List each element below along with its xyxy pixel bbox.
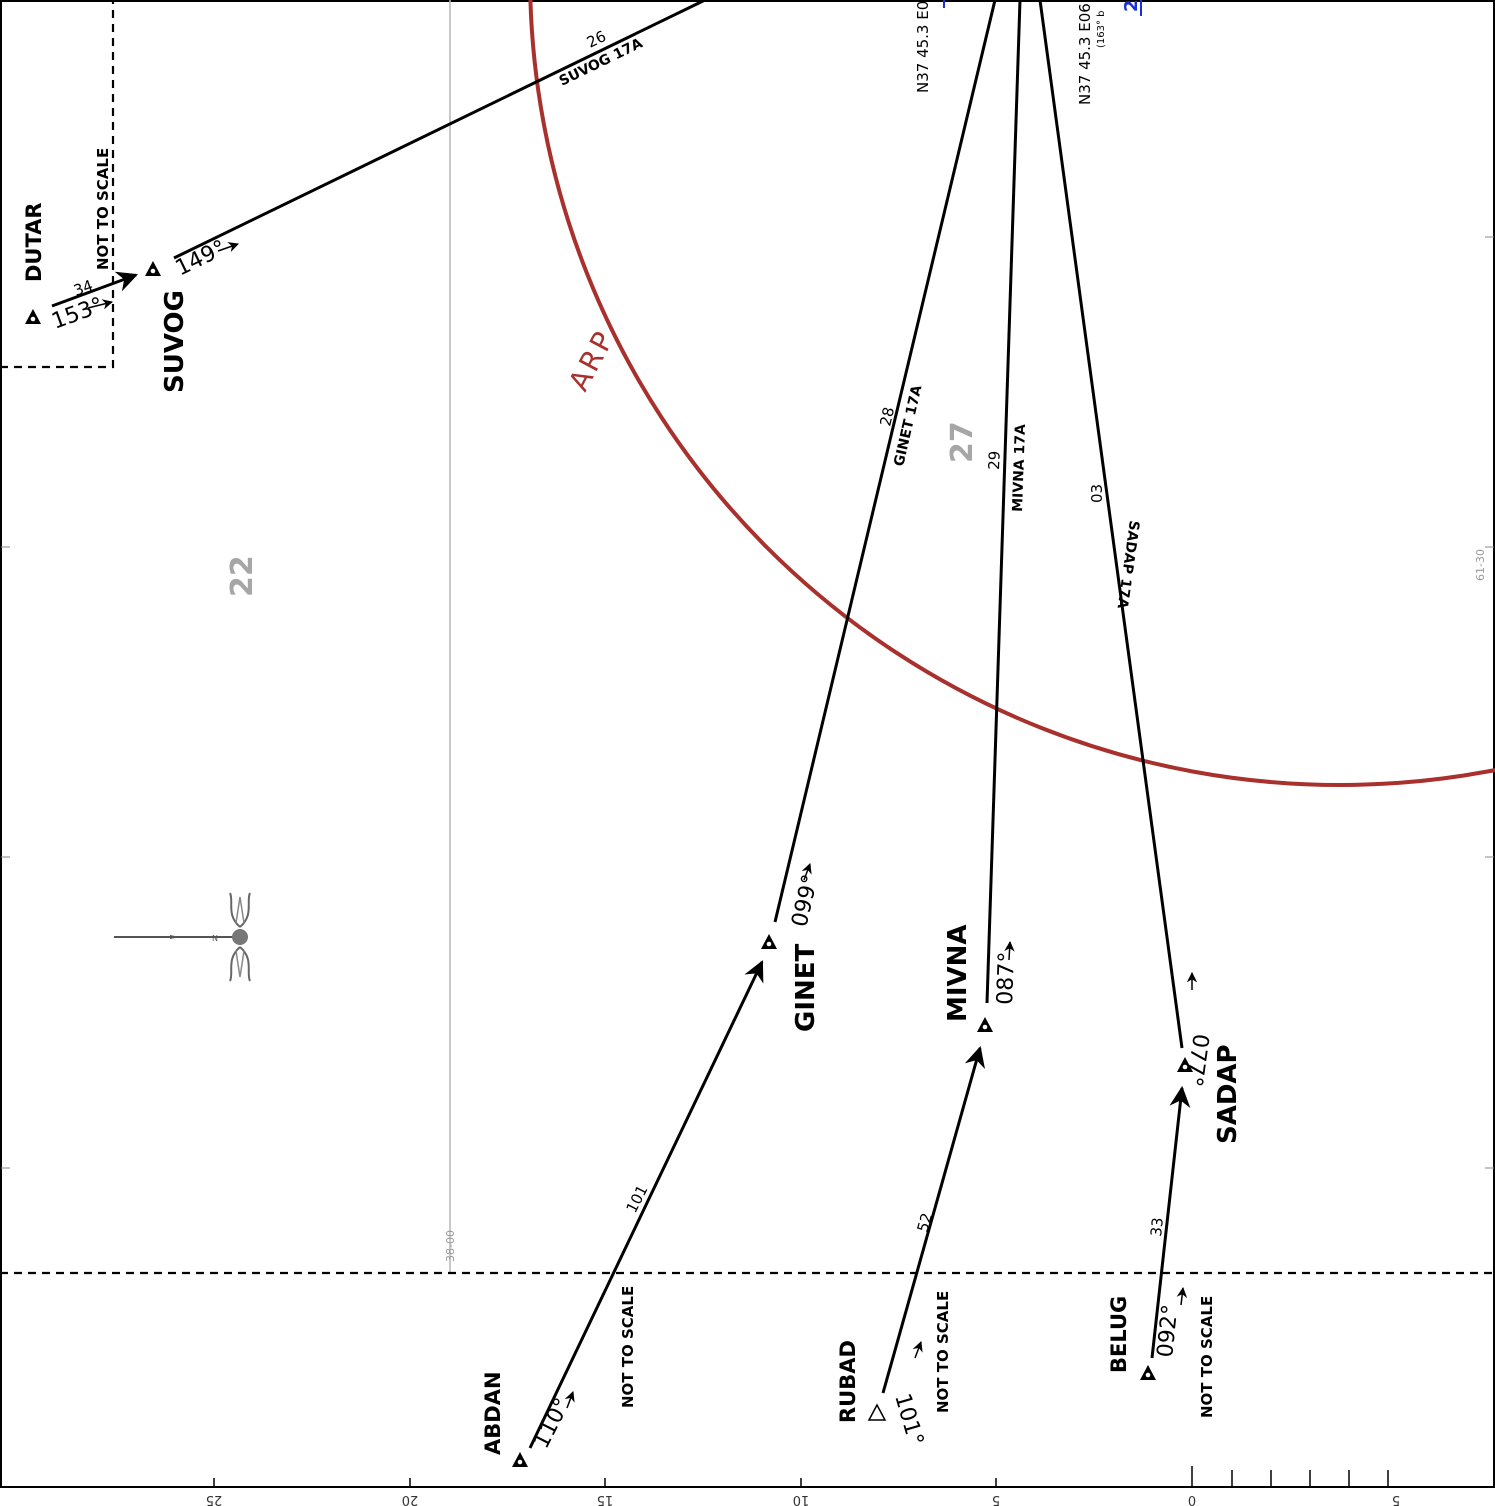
course-arrows bbox=[87, 242, 1198, 1409]
scale-tick-5b: 5 bbox=[1392, 1492, 1400, 1506]
not-to-scale-belug: NOT TO SCALE bbox=[1198, 1296, 1216, 1418]
distance-mivna-route: 29 bbox=[985, 450, 1004, 470]
distance-dutar-suvog: 34 bbox=[71, 276, 95, 299]
fix-ginet: GINET bbox=[791, 943, 821, 1032]
route-ginet bbox=[773, 0, 997, 923]
triangle-fix-icon bbox=[1177, 1057, 1193, 1072]
triangle-fix-icon bbox=[145, 261, 161, 276]
route-label-ginet: GINET 17A bbox=[891, 384, 925, 468]
fix-mivna: MIVNA bbox=[943, 924, 973, 1022]
route-mivna bbox=[985, 0, 1022, 1004]
course-sadap: 077° bbox=[1181, 1032, 1213, 1088]
route-sadap bbox=[1038, 0, 1184, 1049]
distance-scale: 25 20 15 10 5 0 5 bbox=[0, 1466, 1495, 1506]
route-abdan-ginet bbox=[528, 960, 764, 1449]
triangle-fix-icon bbox=[1140, 1365, 1156, 1380]
arp-circle bbox=[528, 0, 1495, 787]
route-label-mivna: MIVNA 17A bbox=[1010, 424, 1029, 512]
distance-abdan-ginet: 101 bbox=[623, 1182, 652, 1216]
coordinate-right-sub: (163° b bbox=[1096, 10, 1107, 48]
distance-sadap-route: 03 bbox=[1088, 484, 1106, 503]
blue-marker: 2 bbox=[1121, 0, 1142, 12]
scale-tick-5: 5 bbox=[992, 1492, 1000, 1506]
route-belug-sadap bbox=[1150, 1085, 1191, 1359]
fix-dutar: DUTAR bbox=[22, 202, 46, 282]
scale-tick-20: 20 bbox=[402, 1492, 419, 1506]
coordinate-right: N37 45.3 E06 bbox=[1076, 3, 1094, 105]
fix-symbols bbox=[25, 261, 1193, 1467]
route-dutar-suvog bbox=[51, 271, 138, 308]
fix-sadap: SADAP bbox=[1213, 1044, 1243, 1144]
course-suvog: 149° bbox=[172, 236, 231, 282]
route-lines bbox=[51, 0, 1191, 1449]
not-to-scale-abdan: NOT TO SCALE bbox=[619, 1286, 637, 1408]
fix-suvog: SUVOG bbox=[160, 290, 190, 393]
course-mivna: 087° bbox=[993, 951, 1020, 1005]
not-to-scale-rubad: NOT TO SCALE bbox=[934, 1291, 952, 1413]
scale-tick-0: 0 bbox=[1188, 1492, 1196, 1506]
msa-sector-left: 22 bbox=[225, 555, 260, 597]
svg-text:N: N bbox=[212, 934, 218, 943]
grid-label-lon: 61-30 bbox=[1474, 549, 1487, 581]
not-to-scale-top: NOT TO SCALE bbox=[94, 148, 112, 270]
fix-abdan: ABDAN bbox=[481, 1371, 505, 1455]
course-rubad: 101° bbox=[889, 1391, 928, 1449]
course-belug: 092° bbox=[1153, 1303, 1183, 1358]
fix-rubad: RUBAD bbox=[836, 1340, 860, 1423]
coordinate-left: N37 45.3 E0 bbox=[914, 1, 932, 93]
msa-sector-right: 27 bbox=[945, 421, 980, 463]
not-to-scale-box-top bbox=[0, 0, 115, 369]
triangle-fix-icon bbox=[25, 309, 41, 324]
triangle-fix-icon bbox=[977, 1017, 993, 1032]
course-ginet: 099° bbox=[787, 872, 823, 929]
distance-rubad-mivna: 52 bbox=[914, 1211, 937, 1234]
grid-label-lat: 38-00 bbox=[444, 1230, 457, 1262]
distance-belug-sadap: 33 bbox=[1147, 1217, 1167, 1238]
route-suvog bbox=[173, 0, 706, 260]
triangle-fix-icon bbox=[867, 1403, 887, 1421]
fix-belug: BELUG bbox=[1107, 1296, 1131, 1373]
triangle-fix-icon bbox=[512, 1452, 528, 1467]
compass-rose-icon: N bbox=[114, 892, 251, 982]
triangle-fix-icon bbox=[761, 934, 777, 949]
frame-ticks bbox=[1, 236, 1494, 1169]
distance-ginet-route: 28 bbox=[876, 405, 898, 428]
scale-tick-15: 15 bbox=[597, 1492, 614, 1506]
scale-tick-25: 25 bbox=[206, 1492, 223, 1506]
route-rubad-mivna bbox=[881, 1045, 985, 1394]
scale-tick-10: 10 bbox=[793, 1492, 810, 1506]
arp-label: ARP bbox=[562, 324, 621, 396]
